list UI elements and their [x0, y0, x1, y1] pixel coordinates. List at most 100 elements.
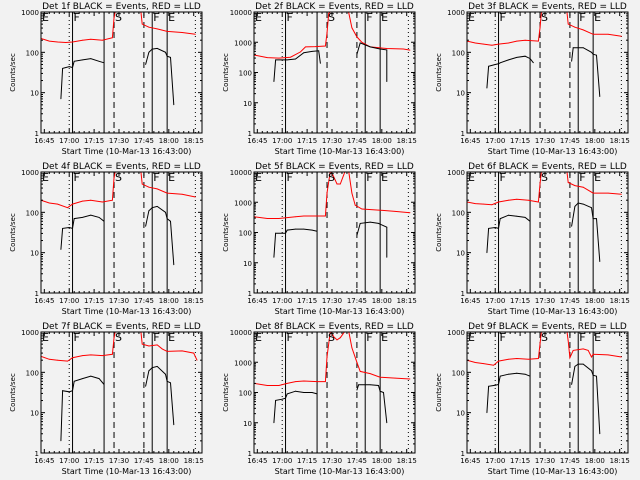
region-label: F [287, 11, 293, 24]
y-tick-label: 100 [239, 390, 252, 398]
region-label: F [287, 171, 293, 184]
data-point-events [386, 422, 388, 424]
data-point-lld [325, 45, 326, 47]
data-point-events [295, 390, 296, 392]
data-point-lld [333, 336, 335, 338]
y-tick-label: 10 [243, 260, 252, 268]
data-point-events [577, 363, 579, 365]
y-tick-label: 1 [35, 450, 39, 458]
data-point-events [571, 225, 572, 227]
y-tick-label: 1 [248, 130, 252, 138]
data-point-lld [90, 38, 92, 40]
x-tick-label: 17:15 [510, 457, 530, 465]
region-label: E [468, 11, 475, 24]
x-tick-label: 16:45 [34, 297, 54, 305]
data-point-lld [266, 385, 268, 386]
data-point-events [62, 228, 63, 229]
data-point-events [369, 46, 371, 48]
data-point-events [524, 55, 526, 57]
region-label: F [74, 11, 80, 24]
data-point-lld [266, 57, 268, 58]
data-point-events [145, 225, 147, 227]
x-axis-label: Start Time (10-Mar-13 16:43:00) [62, 147, 192, 156]
series-line-lld [467, 12, 622, 46]
data-point-lld [166, 351, 168, 352]
data-point-lld [181, 193, 183, 195]
region-label: F [153, 171, 159, 184]
data-point-events [572, 47, 574, 49]
x-tick-label: 16:45 [247, 297, 267, 305]
data-point-lld [607, 192, 609, 194]
data-point-lld [295, 216, 296, 218]
data-point-lld [326, 192, 328, 194]
data-point-events [151, 207, 153, 209]
data-point-events [516, 215, 518, 217]
region-label: S [328, 11, 335, 24]
series-line-events [273, 42, 388, 82]
x-tick-label: 18:15 [184, 137, 204, 145]
data-point-lld [369, 373, 371, 374]
data-point-events [60, 440, 62, 442]
data-point-lld [491, 44, 493, 46]
data-point-events [273, 81, 275, 82]
data-point-lld [356, 361, 358, 363]
x-tick-label: 17:00 [272, 457, 292, 465]
data-point-lld [193, 352, 195, 354]
data-point-events [386, 81, 388, 82]
region-label: S [328, 171, 335, 184]
x-tick-label: 17:30 [322, 137, 342, 145]
region-label: F [153, 11, 159, 24]
y-tick-label: 10 [30, 90, 39, 98]
data-point-events [571, 60, 572, 62]
data-point-lld [156, 344, 158, 346]
data-point-lld [72, 203, 73, 205]
y-tick-label: 100 [452, 369, 465, 377]
chart-title: Det 7f BLACK = Events, RED = LLD [42, 322, 201, 332]
data-point-events [90, 375, 92, 377]
x-tick-label: 17:00 [59, 297, 79, 305]
data-point-events [386, 226, 388, 228]
data-point-lld [278, 385, 280, 386]
x-tick-label: 18:00 [372, 137, 392, 145]
data-point-lld [528, 358, 529, 360]
data-point-events [281, 232, 283, 234]
data-point-events [60, 249, 62, 250]
data-point-lld [57, 359, 58, 361]
data-point-events [359, 42, 361, 44]
data-point-lld [48, 40, 50, 42]
data-point-events [369, 384, 371, 386]
data-point-events [60, 98, 62, 100]
data-point-events [358, 384, 359, 386]
data-point-lld [474, 42, 476, 44]
data-point-lld [394, 377, 396, 379]
data-point-lld [409, 212, 411, 214]
data-point-events [103, 220, 105, 222]
y-axis-label: Counts/sec [9, 53, 17, 92]
x-tick-label: 18:00 [372, 457, 392, 465]
data-point-lld [361, 41, 363, 43]
x-tick-label: 16:45 [34, 137, 54, 145]
data-point-events [303, 228, 305, 230]
x-tick-label: 17:15 [84, 297, 104, 305]
x-tick-label: 17:45 [134, 297, 154, 305]
data-point-lld [161, 348, 163, 350]
data-point-events [379, 48, 381, 50]
data-point-lld [498, 201, 499, 203]
data-point-lld [498, 360, 499, 362]
data-point-events [173, 104, 175, 106]
data-point-events [508, 214, 509, 216]
data-point-lld [409, 49, 411, 51]
chart-panel: Det 4f BLACK = Events, RED = LLD Counts/s… [9, 162, 204, 316]
data-point-events [156, 48, 158, 49]
x-tick-label: 17:30 [109, 137, 129, 145]
data-point-events [494, 64, 496, 65]
data-point-events [156, 366, 158, 367]
data-point-events [488, 65, 489, 67]
data-point-lld [607, 354, 609, 356]
data-point-lld [378, 209, 379, 211]
data-point-lld [379, 376, 381, 378]
data-point-events [151, 48, 153, 50]
chart-panel: Det 5f BLACK = Events, RED = LLD Counts/s… [222, 162, 417, 316]
data-point-events [286, 229, 288, 231]
data-point-events [62, 390, 63, 392]
